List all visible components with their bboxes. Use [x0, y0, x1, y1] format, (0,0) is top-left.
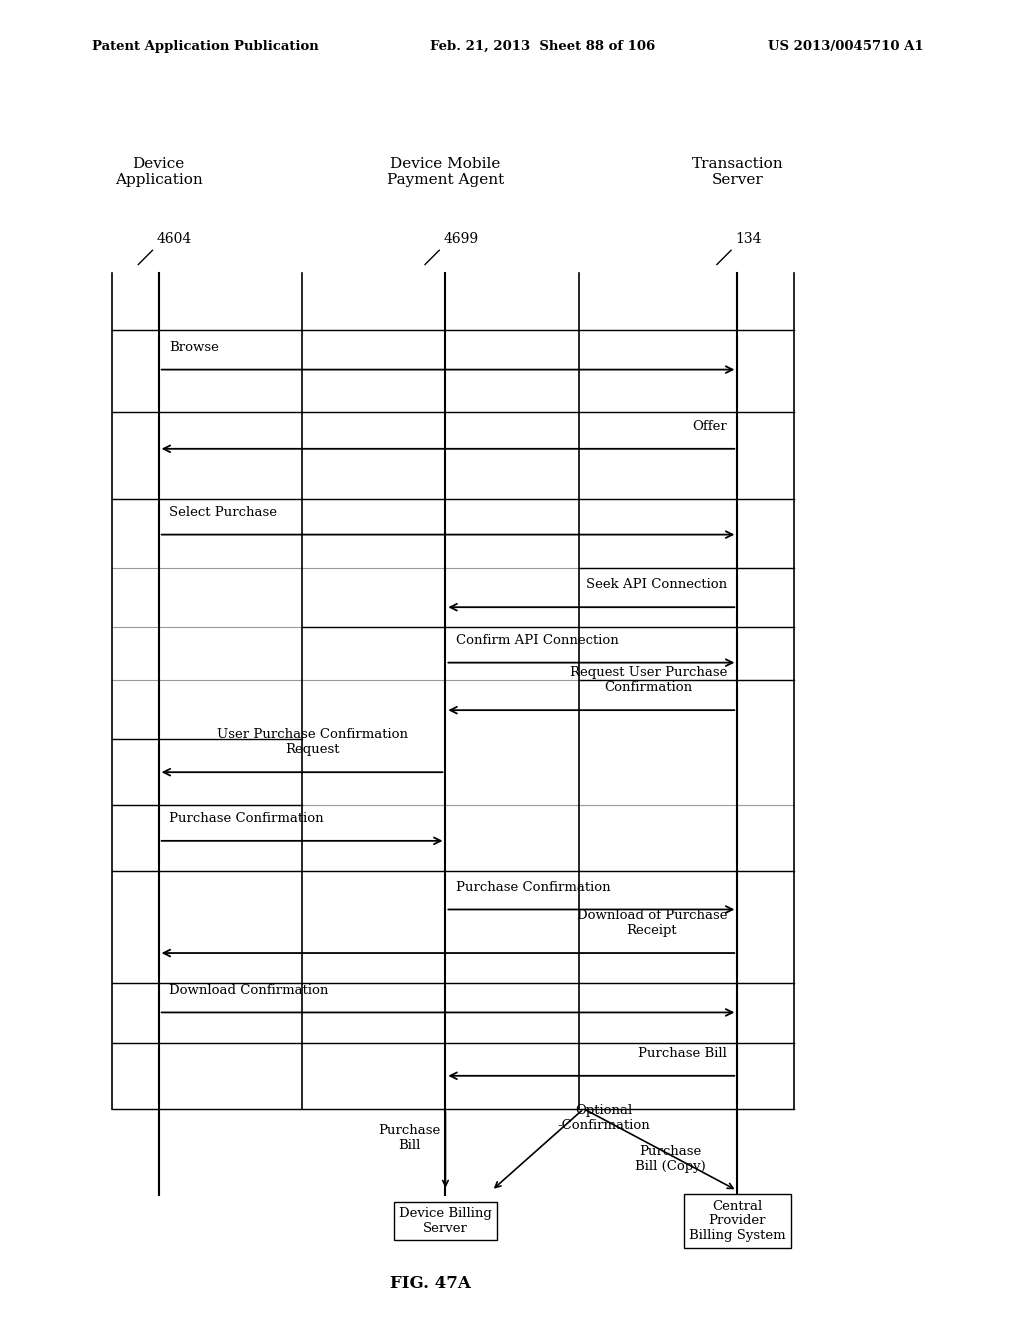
Text: Seek API Connection: Seek API Connection: [586, 578, 727, 591]
Text: Device Billing
Server: Device Billing Server: [399, 1206, 492, 1236]
Text: Device
Application: Device Application: [115, 157, 203, 186]
Text: Select Purchase: Select Purchase: [169, 506, 276, 519]
Text: Transaction
Server: Transaction Server: [691, 157, 783, 186]
Text: Central
Provider
Billing System: Central Provider Billing System: [689, 1200, 785, 1242]
Text: Offer: Offer: [692, 420, 727, 433]
Text: Device Mobile
Payment Agent: Device Mobile Payment Agent: [387, 157, 504, 186]
Text: US 2013/0045710 A1: US 2013/0045710 A1: [768, 40, 924, 53]
Text: Optional
-Confirmation: Optional -Confirmation: [558, 1104, 650, 1133]
Text: 134: 134: [735, 231, 762, 246]
Text: 4699: 4699: [443, 231, 478, 246]
Text: Purchase Confirmation: Purchase Confirmation: [169, 812, 324, 825]
Text: Download Confirmation: Download Confirmation: [169, 983, 329, 997]
Text: FIG. 47A: FIG. 47A: [390, 1275, 470, 1291]
Text: Confirm API Connection: Confirm API Connection: [456, 634, 618, 647]
Text: Purchase Bill: Purchase Bill: [638, 1047, 727, 1060]
Text: Feb. 21, 2013  Sheet 88 of 106: Feb. 21, 2013 Sheet 88 of 106: [430, 40, 655, 53]
Text: User Purchase Confirmation
Request: User Purchase Confirmation Request: [217, 729, 408, 756]
Text: Patent Application Publication: Patent Application Publication: [92, 40, 318, 53]
Text: Browse: Browse: [169, 341, 219, 354]
Text: Request User Purchase
Confirmation: Request User Purchase Confirmation: [569, 667, 727, 694]
Text: Purchase Confirmation: Purchase Confirmation: [456, 880, 610, 894]
Text: 4604: 4604: [157, 231, 191, 246]
Text: Download of Purchase
Receipt: Download of Purchase Receipt: [577, 909, 727, 937]
Text: Purchase
Bill (Copy): Purchase Bill (Copy): [635, 1144, 707, 1173]
Text: Purchase
Bill: Purchase Bill: [379, 1123, 440, 1152]
